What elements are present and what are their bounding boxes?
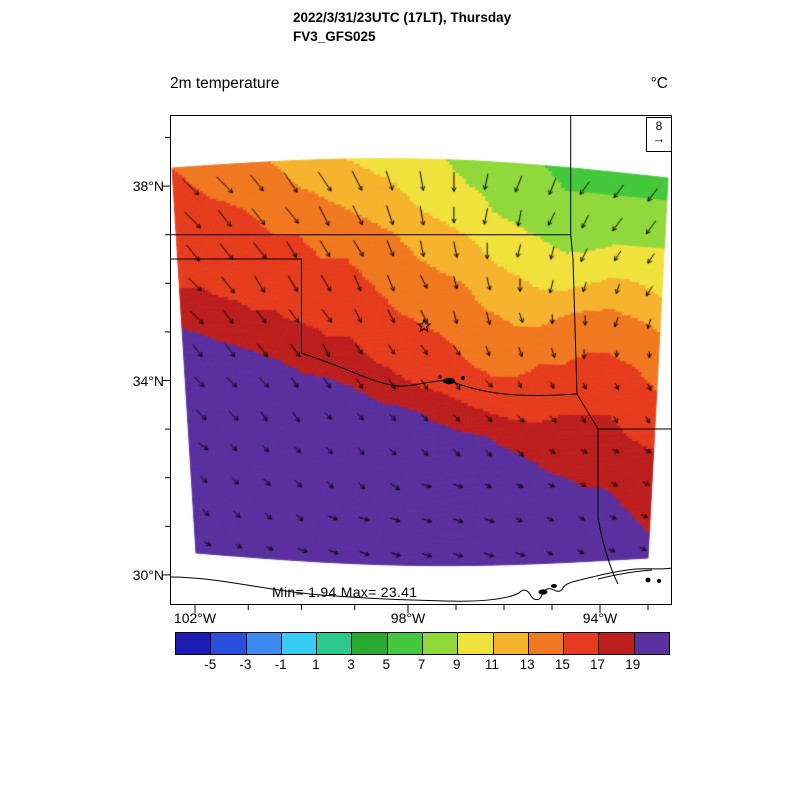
colorbar-tick-label: 19 — [625, 657, 641, 672]
colorbar-tick-label: 7 — [417, 657, 426, 672]
colorbar-cell — [281, 633, 318, 654]
colorbar-cell — [422, 633, 459, 654]
variable-label: 2m temperature — [170, 75, 280, 92]
min-max-label: Min= 1.94 Max= 23.41 — [272, 584, 418, 600]
colorbar-tick-label: 11 — [484, 657, 499, 672]
colorbar-cell — [176, 633, 212, 654]
colorbar-cell — [493, 633, 529, 654]
colorbar-tick-label: 15 — [554, 657, 570, 672]
colorbar-tick-label: 5 — [382, 657, 391, 672]
colorbar-tick-label: 17 — [590, 657, 606, 672]
colorbar-cell — [564, 633, 600, 654]
lon-tick-label: 94°W — [582, 610, 618, 626]
lon-tick-label: 102°W — [173, 610, 217, 626]
colorbar-cell — [246, 633, 282, 654]
colorbar-cell — [387, 633, 423, 654]
colorbar-tick-label: 9 — [452, 657, 461, 672]
reference-vector-box: 8 → — [646, 117, 672, 152]
colorbar-cell — [317, 633, 353, 654]
colorbar-cell — [599, 633, 635, 654]
colorbar-cell — [352, 633, 388, 654]
colorbar-cell — [211, 633, 247, 654]
colorbar-tick-label: 1 — [312, 657, 320, 672]
colorbar — [175, 632, 670, 655]
reference-arrow-icon: → — [652, 131, 666, 146]
plot-frame — [170, 115, 672, 605]
colorbar-tick-label: 13 — [519, 657, 535, 672]
chart-title-model: FV3_GFS025 — [293, 29, 376, 44]
colorbar-cell — [634, 633, 669, 654]
colorbar-tick-label: -5 — [204, 657, 217, 672]
colorbar-cell — [528, 633, 565, 654]
lon-tick-label: 98°W — [390, 610, 426, 626]
chart-title-datetime: 2022/3/31/23UTC (17LT), Thursday — [293, 10, 512, 25]
colorbar-tick-label: 3 — [347, 657, 355, 672]
lat-tick-label: 38°N — [132, 178, 164, 195]
lat-tick-label: 34°N — [132, 372, 164, 389]
colorbar-tick-label: -3 — [239, 657, 252, 672]
colorbar-tick-label: -1 — [274, 657, 287, 672]
colorbar-cell — [458, 633, 494, 654]
lat-tick-label: 30°N — [132, 566, 164, 583]
units-label: °C — [650, 75, 668, 92]
reference-vector-value: 8 — [655, 119, 663, 133]
